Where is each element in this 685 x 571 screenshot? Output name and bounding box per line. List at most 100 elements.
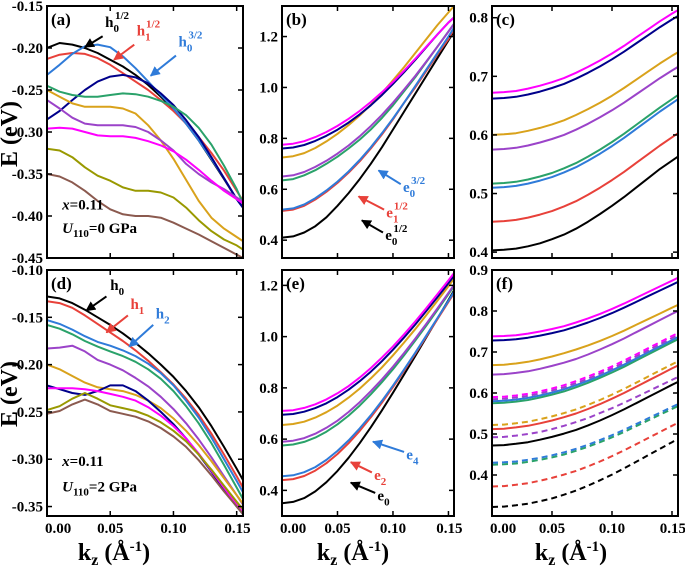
- panel-a-series: [47, 42, 243, 258]
- annotation-arrow: [84, 35, 104, 49]
- y-tick-label: 0.8: [469, 304, 488, 320]
- x-tick-label: 0.05: [324, 521, 350, 537]
- y-axis-title-top: E (eV): [0, 101, 23, 167]
- panel-b-series: [282, 6, 454, 239]
- y-axis-title-bottom: E (eV): [0, 361, 23, 427]
- panel-f: 0.4 0.5 0.6 0.7 0.8 0.9 0.00 0.05 0.10 0.15 (f): [469, 263, 685, 537]
- band-label: h1: [130, 297, 144, 317]
- series-line-f-11: [492, 334, 678, 401]
- y-tick-label: -0.20: [12, 358, 43, 374]
- series-line-f-5: [492, 380, 678, 447]
- series-line-e-8: [282, 272, 454, 412]
- y-tick-label: 1.2: [259, 30, 278, 46]
- y-tick-label: -0.30: [12, 452, 43, 468]
- band-label: h11/2: [137, 18, 161, 43]
- y-tick-label: -0.35: [12, 167, 43, 183]
- x-tick-label: 0.00: [45, 521, 71, 537]
- panel-note: U110=2 GPa: [62, 479, 137, 498]
- series-line-f-9: [492, 338, 678, 405]
- series-line-d-5: [47, 344, 243, 506]
- series-line-b-5: [282, 23, 454, 178]
- x-tick-label: 0.15: [436, 521, 462, 537]
- x-tick-label: 0.15: [660, 521, 685, 537]
- x-tick-label: 0.05: [97, 521, 123, 537]
- panel-label-c: (c): [496, 10, 515, 29]
- band-label: e4: [406, 448, 419, 468]
- y-tick-label: 0.4: [469, 245, 488, 261]
- x-axis-title-c: kz (Å-1): [535, 539, 607, 569]
- series-line-a-9: [47, 147, 243, 251]
- series-line-b-6: [282, 6, 454, 159]
- band-label: e11/2: [386, 200, 408, 225]
- annotation-arrow: [357, 195, 385, 211]
- panel-f-frame: [491, 269, 679, 517]
- series-line-d-1: [47, 295, 243, 481]
- series-line-b-1: [282, 30, 454, 239]
- series-line-d-6: [47, 363, 243, 505]
- series-line-c-7: [492, 15, 678, 100]
- series-line-d-2: [47, 300, 243, 489]
- series-line-f-6: [492, 376, 678, 439]
- panel-e-frame: [281, 269, 455, 517]
- series-line-d-4: [47, 323, 243, 500]
- y-tick-label: -0.25: [12, 83, 43, 99]
- x-tick-label: 0.10: [160, 521, 186, 537]
- series-line-f-10: [492, 336, 678, 403]
- y-tick-label: 0.6: [259, 432, 278, 448]
- panel-label-b: (b): [286, 10, 307, 29]
- series-line-f-14: [492, 303, 678, 367]
- y-tick-label: -0.25: [12, 405, 43, 421]
- y-tick-label: 0.4: [469, 468, 488, 484]
- panel-c: 0.4 0.5 0.6 0.7 0.8 (c): [469, 5, 679, 261]
- band-label: h2: [156, 306, 170, 326]
- x-axis-title-a: kz (Å-1): [78, 539, 150, 569]
- y-tick-label: -0.20: [12, 41, 43, 57]
- y-tick-label: -0.15: [12, 0, 43, 15]
- x-axis-title-b: kz (Å-1): [317, 539, 389, 569]
- series-line-c-4: [492, 94, 678, 185]
- band-label: e0: [377, 489, 390, 509]
- y-tick-label: 0.4: [259, 233, 278, 249]
- y-tick-label: -0.35: [12, 500, 43, 516]
- x-tick-label: 0.05: [539, 521, 565, 537]
- band-label: h0: [110, 278, 124, 298]
- y-tick-label: 1.0: [259, 330, 278, 346]
- panel-d-frame: [46, 269, 244, 517]
- series-line-d-9: [47, 392, 243, 511]
- band-label: e2: [374, 468, 387, 488]
- y-tick-label: 0.5: [469, 427, 488, 443]
- panel-label-d: (d): [51, 274, 72, 293]
- y-tick-label: -0.40: [12, 209, 43, 225]
- y-tick-label: 0.7: [469, 69, 488, 85]
- series-line-e-5: [282, 284, 454, 443]
- panel-e-series: [282, 272, 454, 505]
- y-tick-label: -0.30: [12, 125, 43, 141]
- series-line-b-8: [282, 16, 454, 146]
- x-tick-label: 0.00: [280, 521, 306, 537]
- annotation-arrow: [372, 439, 405, 453]
- panel-note: x=0.11: [61, 197, 103, 213]
- series-line-a-2: [47, 52, 243, 202]
- y-tick-label: 0.7: [469, 345, 488, 361]
- x-tick-label: 0.15: [224, 521, 250, 537]
- y-axis-title-bottom-text: E (eV): [0, 361, 23, 427]
- y-tick-label: 0.9: [469, 263, 488, 279]
- y-tick-label: 0.6: [469, 386, 488, 402]
- series-line-b-3: [282, 27, 454, 211]
- series-line-c-8: [492, 9, 678, 94]
- series-line-f-13: [492, 310, 678, 376]
- series-line-a-10: [47, 173, 243, 258]
- series-line-f-8: [492, 360, 678, 426]
- series-line-c-2: [492, 132, 678, 223]
- y-tick-label: 0.6: [259, 182, 278, 198]
- series-line-d-10: [47, 398, 243, 515]
- annotation-arrow: [105, 314, 129, 334]
- panel-d-series: [47, 295, 243, 515]
- x-tick-label: 0.00: [490, 521, 516, 537]
- annotation-arrow: [349, 461, 373, 474]
- panel-note: U110=0 GPa: [62, 221, 137, 240]
- series-line-f-2: [492, 421, 678, 488]
- series-line-b-2: [282, 28, 454, 212]
